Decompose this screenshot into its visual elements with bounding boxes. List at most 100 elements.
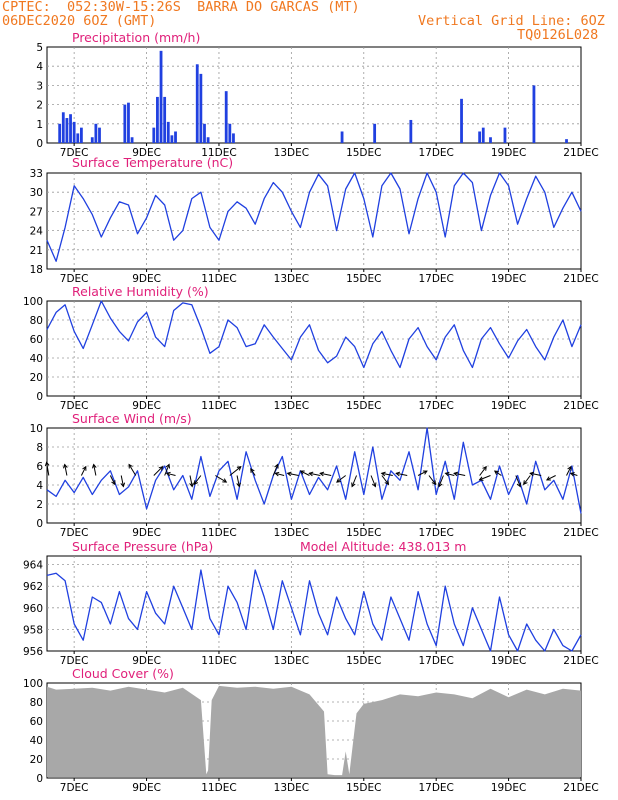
panel-4-wind-arrow xyxy=(336,475,346,483)
panel-4-wind-arrow xyxy=(546,475,556,481)
panel-4-title: Surface Wind (m/s) xyxy=(72,411,192,426)
panel-5-series-line xyxy=(46,569,582,652)
panel-1-precip-bar xyxy=(232,133,235,143)
panel-6-ytick-label: 40 xyxy=(30,735,43,747)
panel-1-ytick-label: 1 xyxy=(36,119,43,131)
panel-4-wind-arrow xyxy=(272,464,279,476)
header-line-1: CPTEC: 052:30W-15:26S BARRA DO GARCAS (M… xyxy=(2,0,360,15)
panel-1-precip-bar xyxy=(565,139,568,143)
panel-3-title: Relative Humidity (%) xyxy=(72,284,209,299)
panel-6-xtick-label: 15DEC xyxy=(346,782,381,794)
panel-4-xtick-label: 9DEC xyxy=(132,527,161,539)
panel-2-ytick-label: 24 xyxy=(30,226,44,238)
panel-4-series-line xyxy=(46,427,582,514)
panel-4-wind-arrowhead xyxy=(63,463,68,469)
panel-2-ytick-label: 21 xyxy=(30,245,43,257)
panel-4-xtick-label: 13DEC xyxy=(274,527,309,539)
panel-5-ytick-label: 962 xyxy=(23,581,43,593)
panel-6-xtick-label: 13DEC xyxy=(274,782,309,794)
panel-4-wind-arrow xyxy=(396,472,408,476)
panel-4-wind-arrowhead xyxy=(236,466,242,471)
panel-4-wind-arrowhead xyxy=(236,482,241,488)
panel-4-xtick-label: 21DEC xyxy=(563,527,598,539)
panel-5-ytick-label: 958 xyxy=(23,624,43,636)
panel-4-wind-arrow xyxy=(250,468,256,476)
panel-4-wind-arrowhead xyxy=(193,480,199,486)
panel-4-wind-arrow xyxy=(438,475,444,487)
panel-3-xtick-label: 21DEC xyxy=(563,400,598,412)
header-code: TQ0126L028 xyxy=(517,27,599,43)
panel-2-xtick-label: 13DEC xyxy=(274,273,309,285)
panel-4-frame xyxy=(46,427,582,524)
panel-5-xtick-label: 7DEC xyxy=(60,655,89,667)
panel-2-xtick-label: 7DEC xyxy=(60,273,89,285)
panel-4-ytick-label: 0 xyxy=(36,518,43,530)
panel-4-wind-arrowhead xyxy=(351,482,356,488)
panel-4-wind-arrow xyxy=(80,466,87,476)
panel-4-wind-arrowhead xyxy=(165,471,171,477)
panel-1-xtick-label: 13DEC xyxy=(274,147,309,159)
panel-4-wind-arrow xyxy=(193,475,202,485)
header-grid-note: Vertical Grid Line: 6OZ xyxy=(418,13,605,29)
panel-5-xtick-label: 19DEC xyxy=(491,655,526,667)
panel-1-xtick-label: 7DEC xyxy=(60,147,89,159)
panel-4-wind-arrow xyxy=(381,472,393,476)
panel-1-precip-bar xyxy=(340,131,344,143)
panel-5-xtick-label: 11DEC xyxy=(201,655,236,667)
panel-3-ytick-label: 20 xyxy=(30,372,43,384)
panel-3-xtick-label: 9DEC xyxy=(132,400,161,412)
panel-4-wind-arrowhead xyxy=(431,480,437,486)
panel-4-wind-arrowhead xyxy=(319,471,325,477)
panel-4-wind-arrow xyxy=(309,472,321,476)
panel-4-wind-arrow xyxy=(479,466,487,476)
panel-4-wind-arrowhead xyxy=(165,463,170,469)
panel-6-xtick-label: 17DEC xyxy=(418,782,453,794)
panel-4-wind-arrow xyxy=(93,464,97,476)
panel-4-wind-arrowhead xyxy=(529,471,535,477)
panel-6-ytick-label: 0 xyxy=(36,773,43,785)
panel-6-ytick-label: 60 xyxy=(30,716,43,728)
panel-1-precip-bar xyxy=(503,127,507,143)
panel-1-xtick-label: 19DEC xyxy=(491,147,526,159)
panel-2-xtick-label: 19DEC xyxy=(491,273,526,285)
panel-4-wind-arrow xyxy=(570,472,578,476)
header-init-time: 06DEC2020 6OZ (GMT) xyxy=(2,13,157,29)
panel-4-wind-arrow xyxy=(215,475,227,483)
panel-1-precip-bar xyxy=(195,64,199,143)
panel-4-xtick-label: 17DEC xyxy=(418,527,453,539)
panel-4-wind-arrow xyxy=(120,475,124,487)
panel-4-wind-arrow xyxy=(153,466,163,476)
panel-3-ytick-label: 60 xyxy=(30,334,43,346)
model-altitude-label: Model Altitude: 438.013 m xyxy=(300,539,466,554)
panel-1-precip-bar xyxy=(532,85,536,143)
panel-2-ytick-label: 27 xyxy=(30,206,43,218)
panel-1-ytick-label: 3 xyxy=(36,80,43,92)
panel-4-wind-arrow xyxy=(515,475,521,487)
panel-2-ytick-label: 18 xyxy=(30,264,43,276)
panel-4-xtick-label: 11DEC xyxy=(201,527,236,539)
panel-4-wind-arrowhead xyxy=(453,471,459,477)
panel-4-wind-arrow xyxy=(428,475,436,485)
panel-4-wind-arrow xyxy=(494,470,502,476)
panel-1-precip-bar xyxy=(478,131,482,143)
panel-1-precip-bar xyxy=(94,123,98,143)
panel-1-ytick-label: 4 xyxy=(36,61,43,73)
panel-1-precip-bar xyxy=(61,112,65,143)
panel-4-wind-arrow xyxy=(454,472,466,476)
panel-4-wind-arrow xyxy=(370,475,376,487)
panel-4-wind-arrow xyxy=(64,464,68,476)
panel-4-wind-arrow xyxy=(479,475,491,481)
panel-2-xtick-label: 11DEC xyxy=(201,273,236,285)
panel-1-xtick-label: 9DEC xyxy=(132,147,161,159)
panel-3-xtick-label: 7DEC xyxy=(60,400,89,412)
panel-3-xtick-label: 15DEC xyxy=(346,400,381,412)
panel-3-xtick-label: 11DEC xyxy=(201,400,236,412)
panel-1-title: Precipitation (mm/h) xyxy=(72,30,200,45)
panel-4-wind-arrow xyxy=(381,475,389,485)
panel-1-ytick-label: 5 xyxy=(36,42,43,54)
panel-4-wind-arrowhead xyxy=(444,471,450,477)
panel-6-ytick-label: 100 xyxy=(23,678,43,690)
panel-4-wind-arrow xyxy=(566,466,572,476)
panel-4-ytick-label: 4 xyxy=(36,480,43,492)
